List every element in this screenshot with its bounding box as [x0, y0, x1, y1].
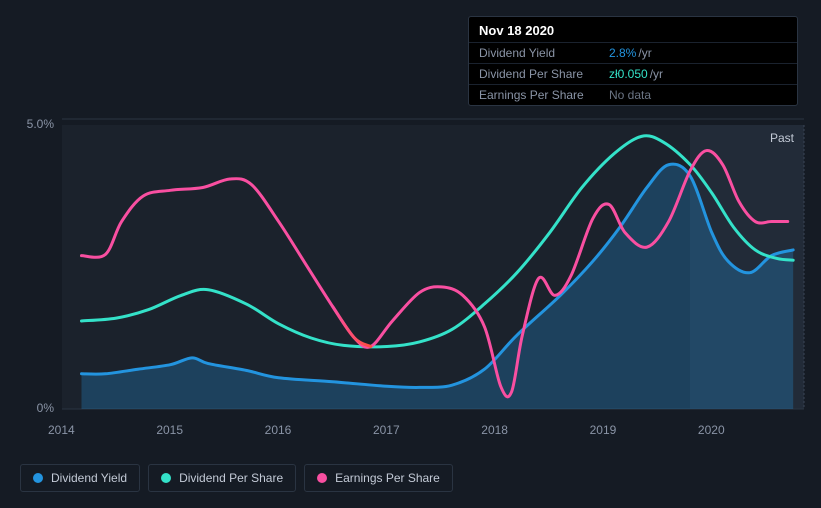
dividend-chart: 0% 5.0% 2014 2015 2016 2017 2018 2019 2020 Past… [0, 0, 821, 508]
tooltip-row-value: 2.8% [609, 46, 636, 60]
x-tick-label: 2014 [48, 423, 75, 437]
x-tick-label: 2019 [590, 423, 617, 437]
x-tick-label: 2018 [481, 423, 508, 437]
tooltip-date: Nov 18 2020 [469, 17, 797, 42]
legend-item[interactable]: Earnings Per Share [304, 464, 453, 492]
legend-dot-icon [317, 473, 327, 483]
chart-tooltip: Nov 18 2020 Dividend Yield2.8%/yrDividen… [468, 16, 798, 106]
legend-item-label: Earnings Per Share [335, 471, 440, 485]
tooltip-row-value: zł0.050 [609, 67, 648, 81]
past-label: Past [770, 131, 794, 145]
x-tick-label: 2017 [373, 423, 400, 437]
tooltip-row-label: Dividend Per Share [479, 67, 609, 81]
chart-legend: Dividend Yield Dividend Per Share Earnings… [20, 464, 453, 492]
tooltip-row: Dividend Per Sharezł0.050/yr [469, 63, 797, 84]
tooltip-row: Earnings Per ShareNo data [469, 84, 797, 105]
x-tick-label: 2016 [265, 423, 292, 437]
legend-item[interactable]: Dividend Yield [20, 464, 140, 492]
tooltip-row: Dividend Yield2.8%/yr [469, 42, 797, 63]
tooltip-row-value: No data [609, 88, 651, 102]
x-tick-label: 2020 [698, 423, 725, 437]
tooltip-row-label: Dividend Yield [479, 46, 609, 60]
tooltip-row-unit: /yr [650, 67, 663, 81]
legend-item-label: Dividend Per Share [179, 471, 283, 485]
legend-dot-icon [161, 473, 171, 483]
legend-item[interactable]: Dividend Per Share [148, 464, 296, 492]
x-tick-label: 2015 [156, 423, 183, 437]
tooltip-row-label: Earnings Per Share [479, 88, 609, 102]
tooltip-row-unit: /yr [638, 46, 651, 60]
y-tick-label: 0% [37, 401, 54, 415]
y-tick-label: 5.0% [27, 117, 54, 131]
legend-dot-icon [33, 473, 43, 483]
legend-item-label: Dividend Yield [51, 471, 127, 485]
